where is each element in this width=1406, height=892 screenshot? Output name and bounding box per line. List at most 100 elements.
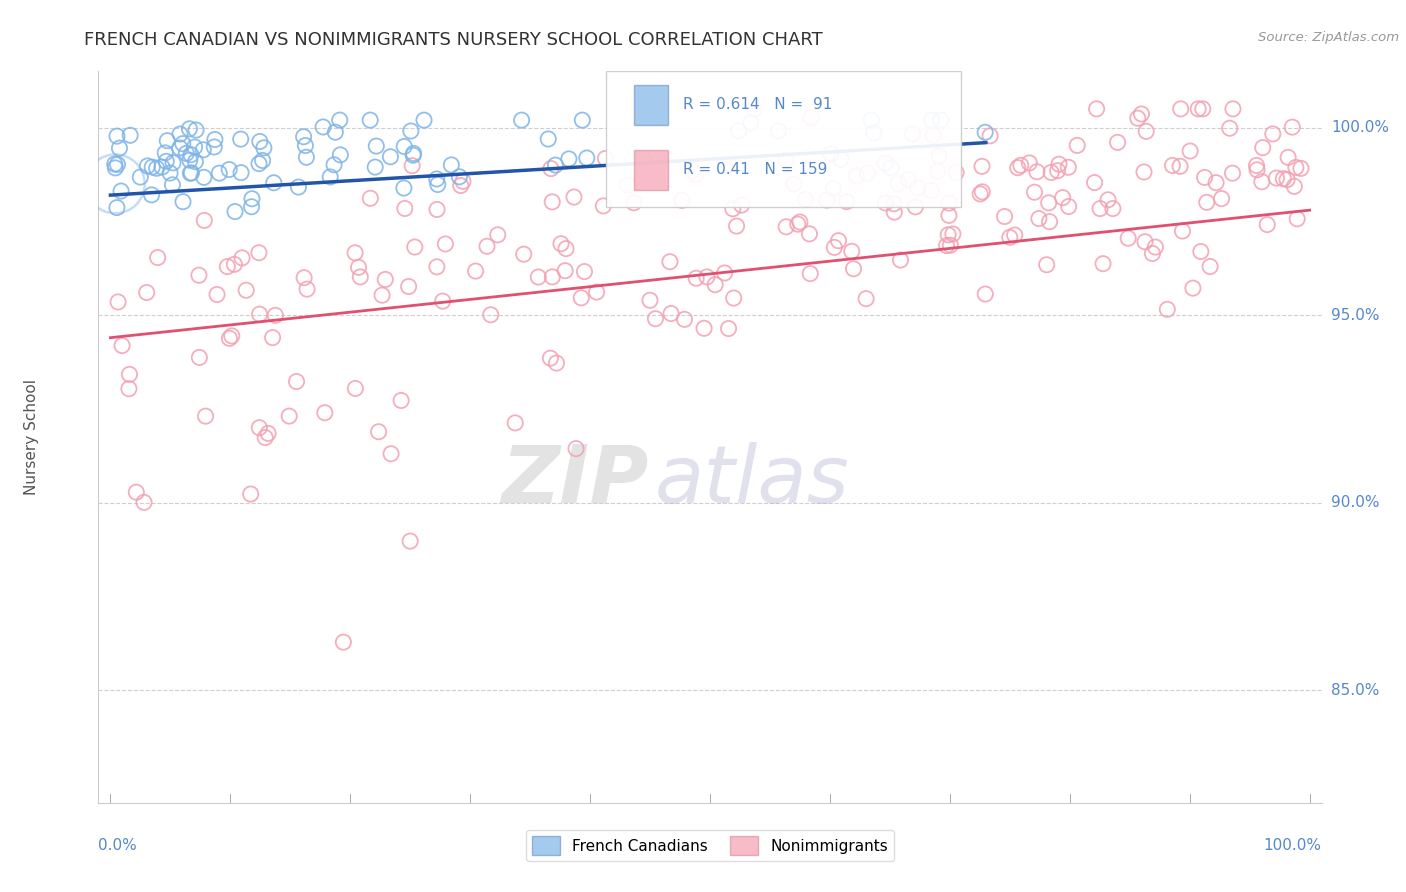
Point <box>434 237 457 252</box>
Point <box>799 267 821 281</box>
Point <box>217 260 239 274</box>
Text: 100.0%: 100.0% <box>1264 838 1322 853</box>
Point <box>1191 102 1213 116</box>
Point <box>450 178 472 193</box>
Point <box>1028 211 1050 226</box>
Point <box>392 139 415 153</box>
Point <box>723 291 745 305</box>
Point <box>295 282 318 296</box>
Point <box>783 177 806 191</box>
Point <box>1277 150 1299 164</box>
Point <box>685 271 707 285</box>
Point <box>862 126 884 140</box>
Point <box>1195 195 1218 210</box>
Point <box>595 152 617 166</box>
Point <box>887 177 910 191</box>
Point <box>486 227 509 242</box>
Point <box>939 238 962 252</box>
Point <box>110 184 132 198</box>
Point <box>1170 102 1192 116</box>
Point <box>193 170 215 185</box>
Point <box>221 329 243 343</box>
Point <box>187 268 209 283</box>
Point <box>399 534 422 549</box>
Text: ZIP: ZIP <box>502 442 648 520</box>
Text: R = 0.614   N =  91: R = 0.614 N = 91 <box>683 97 832 112</box>
Point <box>1038 195 1060 210</box>
Point <box>180 147 202 161</box>
Point <box>224 257 246 271</box>
Point <box>969 186 991 201</box>
Text: 100.0%: 100.0% <box>1331 120 1389 135</box>
Point <box>544 158 567 172</box>
Point <box>1289 161 1312 176</box>
Point <box>179 121 201 136</box>
Point <box>475 239 498 253</box>
Point <box>842 261 865 276</box>
Point <box>945 166 967 180</box>
Point <box>1116 231 1139 245</box>
Point <box>921 113 943 128</box>
Point <box>1035 258 1057 272</box>
Point <box>550 236 572 251</box>
Text: R = 0.41   N = 159: R = 0.41 N = 159 <box>683 162 828 178</box>
Point <box>294 138 316 153</box>
Point <box>451 174 474 188</box>
Point <box>935 238 957 252</box>
Text: FRENCH CANADIAN VS NONIMMIGRANTS NURSERY SCHOOL CORRELATION CHART: FRENCH CANADIAN VS NONIMMIGRANTS NURSERY… <box>84 31 823 49</box>
Point <box>319 169 342 184</box>
Point <box>1102 202 1125 216</box>
Text: 0.0%: 0.0% <box>98 838 138 853</box>
Text: Nursery School: Nursery School <box>24 379 38 495</box>
Point <box>789 215 811 229</box>
Point <box>823 240 845 254</box>
Point <box>235 283 257 297</box>
Point <box>184 154 207 169</box>
Text: 85.0%: 85.0% <box>1331 682 1379 698</box>
Point <box>404 240 426 254</box>
Point <box>394 202 416 216</box>
Point <box>1261 127 1284 141</box>
Point <box>1085 102 1108 116</box>
Point <box>208 166 231 180</box>
Point <box>107 294 129 309</box>
Point <box>696 269 718 284</box>
Text: Source: ZipAtlas.com: Source: ZipAtlas.com <box>1258 31 1399 45</box>
Point <box>721 202 744 216</box>
Point <box>105 201 128 215</box>
Point <box>239 487 262 501</box>
Point <box>399 124 422 138</box>
Point <box>1097 193 1119 207</box>
Point <box>264 309 287 323</box>
Point <box>575 151 598 165</box>
Point <box>479 308 502 322</box>
Point <box>571 113 593 128</box>
Point <box>292 129 315 144</box>
Point <box>249 307 271 321</box>
Point <box>856 166 879 180</box>
Point <box>254 431 277 445</box>
Point <box>1219 121 1241 136</box>
Point <box>541 269 564 284</box>
Text: atlas: atlas <box>655 442 849 520</box>
Point <box>314 406 336 420</box>
Point <box>540 161 562 176</box>
Point <box>1275 172 1298 186</box>
Point <box>176 146 198 161</box>
Point <box>1246 159 1268 173</box>
Point <box>218 331 240 345</box>
Point <box>332 635 354 649</box>
Point <box>1286 211 1309 226</box>
Point <box>104 157 127 171</box>
Point <box>1130 107 1153 121</box>
Point <box>231 251 253 265</box>
Point <box>292 270 315 285</box>
Point <box>742 102 765 116</box>
Point <box>118 382 141 396</box>
Point <box>1265 171 1288 186</box>
Point <box>136 159 159 173</box>
Point <box>1057 161 1080 175</box>
Point <box>141 187 163 202</box>
Point <box>111 338 134 352</box>
Point <box>1211 192 1233 206</box>
